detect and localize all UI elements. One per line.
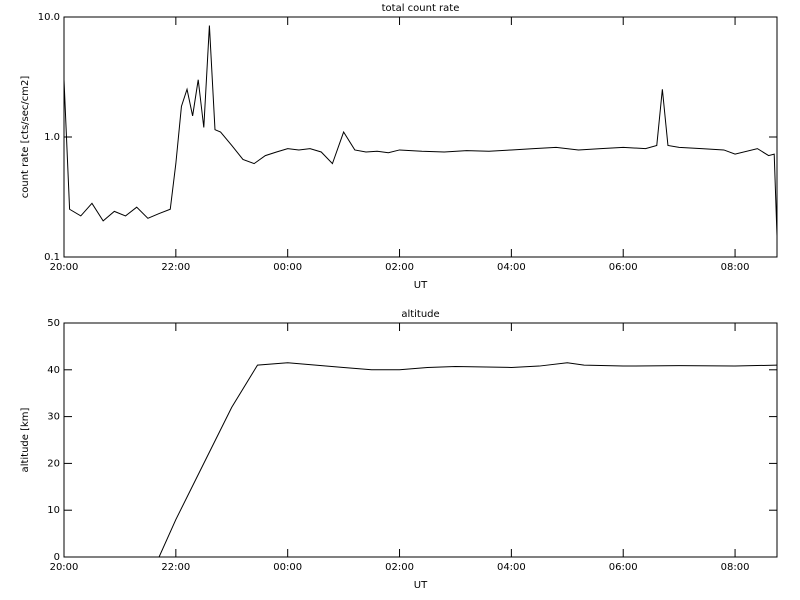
x-tick-label: 22:00 — [161, 562, 190, 573]
chart-title: altitude — [401, 309, 439, 320]
x-tick-label: 08:00 — [721, 262, 750, 273]
y-tick-label: 1.0 — [44, 132, 60, 143]
y-axis-label: count rate [cts/sec/cm2] — [20, 76, 31, 199]
x-tick-label: 20:00 — [50, 262, 79, 273]
data-line — [63, 25, 778, 236]
y-tick-label: 10.0 — [38, 12, 60, 23]
x-tick-label: 00:00 — [273, 562, 302, 573]
x-tick-label: 06:00 — [609, 562, 638, 573]
plot-frame — [63, 322, 778, 558]
x-tick-label: 20:00 — [50, 562, 79, 573]
y-tick-label: 20 — [47, 458, 60, 469]
y-tick-label: 0 — [54, 552, 60, 563]
y-tick-label: 40 — [47, 365, 60, 376]
y-tick-label: 50 — [47, 318, 60, 329]
x-tick-label: 02:00 — [385, 262, 414, 273]
y-tick-label: 30 — [47, 412, 60, 423]
x-tick-label: 08:00 — [721, 562, 750, 573]
x-tick-label: 22:00 — [161, 262, 190, 273]
data-line — [108, 362, 778, 558]
y-tick-label: 0.1 — [44, 252, 60, 263]
chart-title: total count rate — [382, 3, 460, 14]
x-tick-label: 04:00 — [497, 262, 526, 273]
x-tick-label: 00:00 — [273, 262, 302, 273]
x-tick-label: 04:00 — [497, 562, 526, 573]
x-tick-label: 02:00 — [385, 562, 414, 573]
x-axis-label: UT — [414, 280, 428, 291]
x-axis-label: UT — [414, 580, 428, 591]
y-axis-label: altitude [km] — [20, 407, 31, 472]
x-tick-label: 06:00 — [609, 262, 638, 273]
y-tick-label: 10 — [47, 505, 60, 516]
